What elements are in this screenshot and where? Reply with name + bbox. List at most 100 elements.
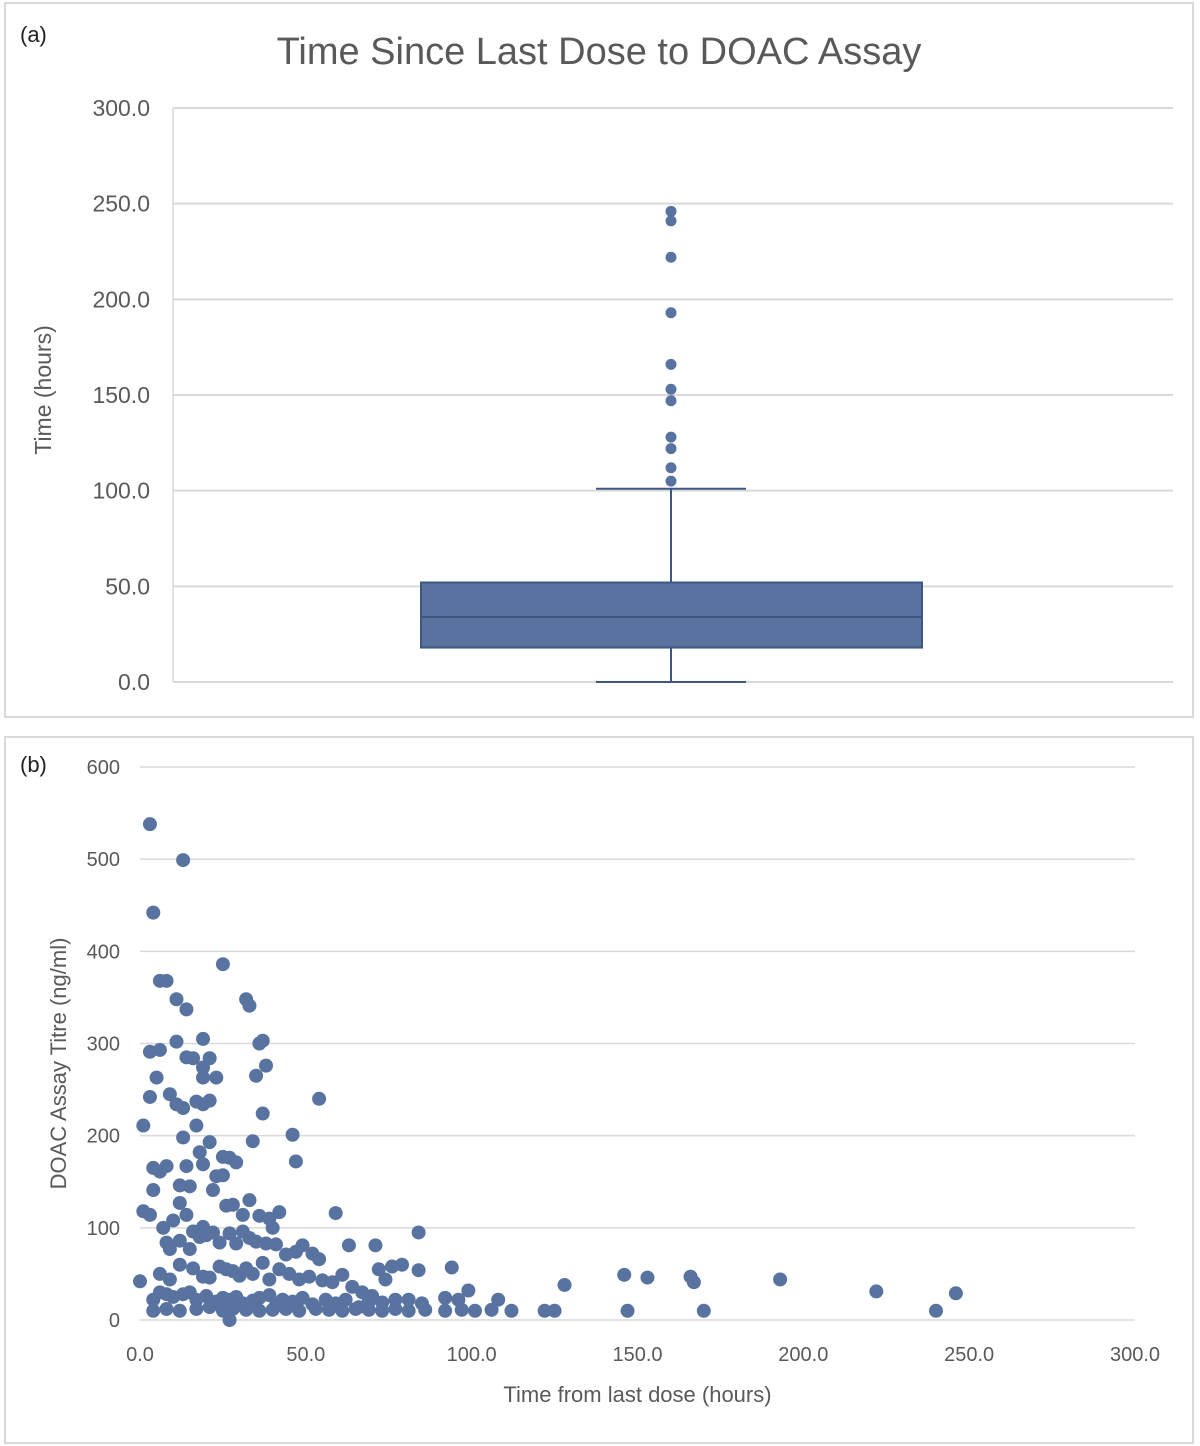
scatter-point — [378, 1272, 393, 1287]
scatter-point — [229, 1155, 244, 1170]
scatter-point — [418, 1302, 433, 1317]
y-tick-label: 0 — [109, 1310, 120, 1332]
y-tick-label: 100 — [87, 1218, 120, 1240]
iqr-box — [420, 581, 923, 649]
panel-label: (a) — [20, 22, 47, 47]
y-tick-label: 50.0 — [105, 573, 150, 599]
scatter-point — [215, 1168, 230, 1183]
scatter-point — [169, 992, 184, 1007]
scatter-point — [202, 1270, 217, 1285]
scatter-point — [401, 1303, 416, 1318]
x-tick-label: 100.0 — [447, 1344, 497, 1366]
scatter-point — [162, 1272, 177, 1287]
scatter-point — [467, 1303, 482, 1318]
scatter-point — [249, 1068, 264, 1083]
scatter-point — [159, 1301, 174, 1316]
scatter-point — [242, 1193, 257, 1208]
scatter-point — [159, 973, 174, 988]
scatter-point — [186, 1051, 201, 1066]
scatter-point — [696, 1303, 711, 1318]
outlier-point — [665, 215, 677, 227]
scatter-point — [186, 1261, 201, 1276]
scatter-point — [335, 1303, 350, 1318]
scatter-point — [312, 1252, 327, 1267]
scatter-point — [202, 1300, 217, 1315]
scatter-point — [252, 1303, 267, 1318]
scatter-point — [322, 1302, 337, 1317]
scatter-point — [172, 1303, 187, 1318]
scatter-point — [162, 1242, 177, 1257]
scatter-point — [438, 1290, 453, 1305]
scatter-point — [375, 1303, 390, 1318]
scatter-point — [222, 1313, 237, 1327]
scatter-point — [262, 1272, 277, 1287]
outlier-point — [665, 383, 677, 395]
scatter-point — [245, 1134, 260, 1149]
scatter-point — [341, 1238, 356, 1253]
scatter-point — [686, 1275, 701, 1290]
scatter-point — [255, 1033, 270, 1048]
scatter-point — [176, 1130, 191, 1145]
x-tick-label: 300.0 — [1110, 1344, 1160, 1366]
y-tick-label: 200.0 — [92, 286, 150, 312]
outlier-point — [665, 251, 677, 263]
outlier-point — [665, 205, 677, 217]
scatter-point — [292, 1303, 307, 1318]
y-tick-label: 150.0 — [92, 382, 150, 408]
y-tick-label: 400 — [87, 941, 120, 963]
outlier-point — [665, 307, 677, 319]
scatter-point — [176, 1101, 191, 1116]
scatter-point — [189, 1118, 204, 1133]
scatter-point — [484, 1302, 499, 1317]
scatter-point — [869, 1284, 884, 1299]
scatter-point — [225, 1197, 240, 1212]
scatter-point — [209, 1070, 224, 1085]
scatter-point — [222, 1226, 237, 1241]
scatter-point — [149, 1070, 164, 1085]
scatter-point — [166, 1213, 181, 1228]
scatter-point — [268, 1237, 283, 1252]
scatter-point — [192, 1145, 207, 1160]
scatter-point — [199, 1228, 214, 1243]
scatter-point — [308, 1301, 323, 1316]
box-plot: (a) Time Since Last Dose to DOAC Assay Tim… — [20, 22, 1173, 695]
scatter-point — [242, 998, 257, 1013]
scatter-point — [620, 1303, 635, 1318]
scatter-point — [537, 1303, 552, 1318]
scatter-point — [461, 1283, 476, 1298]
panel-b: (b) 0 100 200 300 400 500 600 0.0 50.0 100.0 150.0 2… — [4, 736, 1194, 1444]
scatter-point — [411, 1263, 426, 1278]
scatter-point — [176, 853, 191, 868]
scatter-point — [640, 1270, 655, 1285]
scatter-point — [205, 1183, 220, 1198]
scatter-point — [146, 1183, 161, 1198]
scatter-point — [288, 1154, 303, 1169]
scatter-point — [255, 1106, 270, 1121]
scatter-point — [368, 1238, 383, 1253]
scatter-point — [388, 1301, 403, 1316]
scatter-point — [617, 1267, 632, 1282]
y-tick-label: 200 — [87, 1126, 120, 1148]
scatter-point — [444, 1260, 459, 1275]
outlier-point — [665, 395, 677, 407]
scatter-point — [302, 1269, 317, 1284]
y-tick-label: 0.0 — [118, 669, 150, 695]
y-tick-label: 250.0 — [92, 191, 150, 217]
scatter-point — [262, 1288, 277, 1303]
scatter-point — [491, 1292, 506, 1307]
scatter-point — [136, 1118, 151, 1133]
scatter-point — [196, 1060, 211, 1075]
chart-title: Time Since Last Dose to DOAC Assay — [277, 31, 922, 73]
x-tick-label: 200.0 — [778, 1344, 828, 1366]
scatter-point — [239, 1302, 254, 1317]
panel-label: (b) — [20, 752, 47, 777]
scatter-point — [454, 1302, 469, 1317]
y-tick-label: 500 — [87, 849, 120, 871]
scatter-point — [948, 1286, 963, 1301]
scatter-point — [156, 1220, 171, 1235]
scatter-point — [179, 1207, 194, 1222]
scatter-point — [295, 1290, 310, 1305]
outlier-point — [665, 462, 677, 474]
scatter-point — [229, 1236, 244, 1251]
scatter-point — [152, 1042, 167, 1057]
